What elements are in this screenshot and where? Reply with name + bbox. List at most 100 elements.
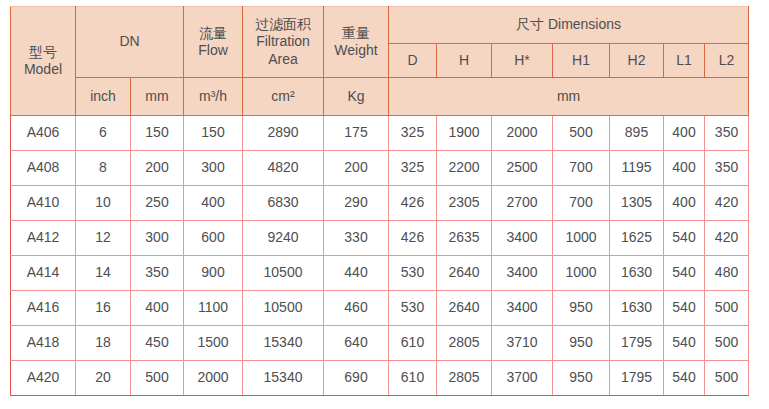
cell-model: A410 — [11, 186, 76, 221]
header-dim-h2: H2 — [610, 44, 664, 78]
cell-area: 10500 — [243, 291, 324, 326]
cell-D: 325 — [389, 116, 437, 151]
cell-L1: 400 — [664, 151, 705, 186]
cell-L2: 350 — [705, 151, 749, 186]
table-row: A416164001100105004605302640340095016305… — [11, 291, 749, 326]
header-filtration-en-1: Filtration — [243, 33, 323, 51]
cell-area: 9240 — [243, 221, 324, 256]
cell-L2: 500 — [705, 361, 749, 396]
cell-model: A408 — [11, 151, 76, 186]
cell-L2: 500 — [705, 326, 749, 361]
cell-dn_inch: 10 — [76, 186, 131, 221]
header-dim-h1: H1 — [553, 44, 610, 78]
cell-L1: 540 — [664, 326, 705, 361]
cell-L1: 400 — [664, 116, 705, 151]
cell-L2: 420 — [705, 221, 749, 256]
table-header: 型号 Model DN 流量 Flow 过滤面积 Filtration Area… — [11, 7, 749, 116]
cell-H: 2305 — [437, 186, 492, 221]
header-filtration-zh: 过滤面积 — [243, 16, 323, 34]
cell-dn_mm: 150 — [131, 116, 184, 151]
cell-L1: 540 — [664, 256, 705, 291]
cell-flow: 1100 — [184, 291, 243, 326]
table-row: A406615015028901753251900200050089540035… — [11, 116, 749, 151]
header-filtration-en-2: Area — [243, 51, 323, 69]
cell-Hstar: 2000 — [492, 116, 553, 151]
cell-model: A412 — [11, 221, 76, 256]
cell-H: 2640 — [437, 256, 492, 291]
header-model-zh: 型号 — [11, 44, 75, 62]
cell-weight: 440 — [324, 256, 389, 291]
cell-H1: 950 — [553, 291, 610, 326]
cell-Hstar: 3710 — [492, 326, 553, 361]
cell-weight: 175 — [324, 116, 389, 151]
table-body: A406615015028901753251900200050089540035… — [11, 116, 749, 396]
cell-H1: 700 — [553, 186, 610, 221]
cell-Hstar: 2700 — [492, 186, 553, 221]
cell-H: 2805 — [437, 326, 492, 361]
cell-flow: 150 — [184, 116, 243, 151]
cell-L2: 480 — [705, 256, 749, 291]
cell-H: 1900 — [437, 116, 492, 151]
cell-L2: 350 — [705, 116, 749, 151]
cell-L1: 540 — [664, 221, 705, 256]
cell-H1: 1000 — [553, 221, 610, 256]
unit-weight: Kg — [324, 78, 389, 116]
cell-dn_mm: 200 — [131, 151, 184, 186]
header-dn: DN — [76, 7, 184, 78]
unit-flow: m³/h — [184, 78, 243, 116]
cell-area: 6830 — [243, 186, 324, 221]
cell-D: 426 — [389, 221, 437, 256]
header-row-1: 型号 Model DN 流量 Flow 过滤面积 Filtration Area… — [11, 7, 749, 44]
cell-dn_inch: 18 — [76, 326, 131, 361]
cell-area: 2890 — [243, 116, 324, 151]
cell-dn_inch: 6 — [76, 116, 131, 151]
cell-H1: 700 — [553, 151, 610, 186]
header-model: 型号 Model — [11, 7, 76, 116]
table-row: A414143509001050044053026403400100016305… — [11, 256, 749, 291]
cell-H2: 1195 — [610, 151, 664, 186]
cell-weight: 640 — [324, 326, 389, 361]
cell-flow: 600 — [184, 221, 243, 256]
cell-H2: 895 — [610, 116, 664, 151]
cell-H2: 1630 — [610, 256, 664, 291]
cell-weight: 290 — [324, 186, 389, 221]
cell-Hstar: 2500 — [492, 151, 553, 186]
page: 型号 Model DN 流量 Flow 过滤面积 Filtration Area… — [0, 0, 769, 409]
header-filtration-area: 过滤面积 Filtration Area — [243, 7, 324, 78]
unit-area: cm² — [243, 78, 324, 116]
unit-mm: mm — [131, 78, 184, 116]
cell-dn_inch: 20 — [76, 361, 131, 396]
unit-dims: mm — [389, 78, 749, 116]
table-row: A418184501500153406406102805371095017955… — [11, 326, 749, 361]
cell-model: A406 — [11, 116, 76, 151]
header-weight-zh: 重量 — [324, 25, 388, 43]
header-row-units: inch mm m³/h cm² Kg mm — [11, 78, 749, 116]
header-dim-d: D — [389, 44, 437, 78]
cell-Hstar: 3400 — [492, 256, 553, 291]
header-dim-l1: L1 — [664, 44, 705, 78]
cell-D: 530 — [389, 291, 437, 326]
cell-H: 2635 — [437, 221, 492, 256]
cell-dn_mm: 250 — [131, 186, 184, 221]
cell-H2: 1305 — [610, 186, 664, 221]
cell-L2: 500 — [705, 291, 749, 326]
cell-dn_inch: 16 — [76, 291, 131, 326]
cell-D: 325 — [389, 151, 437, 186]
cell-model: A418 — [11, 326, 76, 361]
cell-D: 610 — [389, 361, 437, 396]
header-dim-l2: L2 — [705, 44, 749, 78]
header-flow: 流量 Flow — [184, 7, 243, 78]
cell-H2: 1630 — [610, 291, 664, 326]
header-weight-en: Weight — [324, 42, 388, 60]
header-weight: 重量 Weight — [324, 7, 389, 78]
header-dim-hstar: H* — [492, 44, 553, 78]
cell-area: 15340 — [243, 361, 324, 396]
cell-model: A416 — [11, 291, 76, 326]
table-row: A408820030048202003252200250070011954003… — [11, 151, 749, 186]
cell-L1: 540 — [664, 291, 705, 326]
cell-H: 2805 — [437, 361, 492, 396]
cell-flow: 400 — [184, 186, 243, 221]
cell-weight: 460 — [324, 291, 389, 326]
cell-dn_mm: 400 — [131, 291, 184, 326]
cell-dn_mm: 300 — [131, 221, 184, 256]
